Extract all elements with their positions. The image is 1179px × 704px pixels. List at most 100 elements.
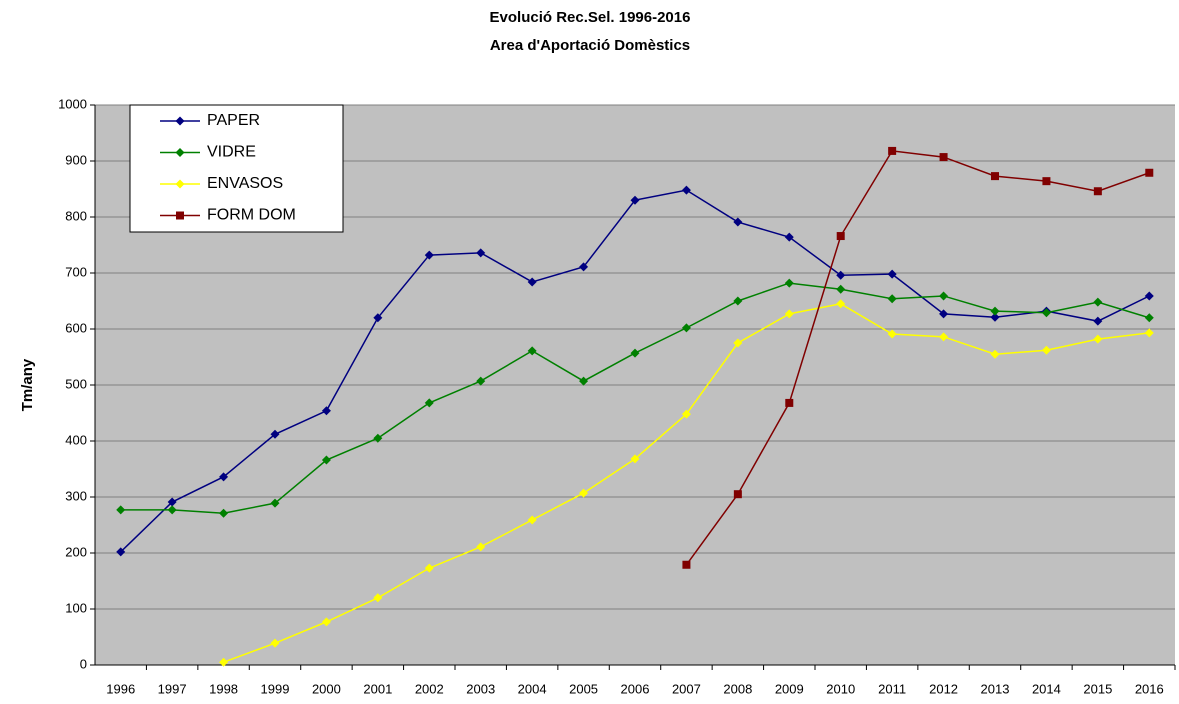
data-point (1093, 316, 1103, 326)
data-point (476, 542, 486, 552)
data-point (733, 217, 743, 227)
x-tick-label: 2011 (878, 681, 906, 696)
data-point (836, 299, 846, 309)
data-point (784, 232, 794, 242)
x-tick-label: 2009 (775, 681, 804, 696)
y-tick-label: 100 (65, 600, 87, 615)
data-point (733, 338, 743, 348)
data-point (785, 398, 794, 407)
data-point (939, 291, 949, 301)
x-tick-label: 2005 (569, 681, 598, 696)
legend-label: FORM DOM (207, 207, 296, 224)
x-tick-label: 2013 (981, 681, 1010, 696)
data-point (579, 262, 589, 272)
legend-label: PAPER (207, 112, 260, 129)
data-point (373, 433, 383, 443)
x-tick-label: 2015 (1083, 681, 1112, 696)
y-tick-label: 400 (65, 432, 87, 447)
x-tick-label: 2004 (518, 681, 547, 696)
data-point (321, 406, 331, 416)
data-point (887, 329, 897, 339)
data-point (270, 638, 280, 648)
y-tick-label: 500 (65, 376, 87, 391)
y-tick-label: 200 (65, 544, 87, 559)
legend-box (129, 104, 344, 233)
data-point (270, 498, 280, 508)
data-point (167, 497, 177, 507)
data-point (991, 172, 999, 181)
x-tick-label: 2014 (1032, 681, 1061, 696)
y-tick-label: 1000 (58, 96, 87, 111)
data-point (836, 284, 846, 294)
data-point (681, 323, 691, 333)
data-point (1093, 334, 1103, 344)
data-point (1042, 177, 1051, 186)
data-point (1041, 308, 1051, 318)
data-point (1144, 291, 1154, 301)
data-point (630, 348, 640, 358)
data-point (579, 376, 589, 386)
x-tick-label: 1997 (158, 681, 187, 696)
legend-marker (176, 211, 184, 220)
data-point (270, 429, 280, 439)
x-tick-label: 1999 (261, 681, 290, 696)
y-tick-label: 0 (80, 656, 87, 671)
data-point (682, 560, 691, 569)
data-point (630, 195, 640, 205)
data-point (527, 515, 537, 525)
data-point (116, 547, 126, 557)
data-point (733, 490, 742, 499)
data-point (424, 398, 434, 408)
data-point (1145, 168, 1154, 177)
y-axis-label: Tm/any (19, 358, 36, 411)
x-tick-label: 2001 (363, 681, 392, 696)
data-point (1041, 345, 1051, 355)
data-point (1093, 297, 1103, 307)
x-tick-label: 2010 (826, 681, 855, 696)
data-point (167, 505, 177, 515)
legend-label: ENVASOS (207, 175, 283, 192)
data-point (321, 617, 331, 627)
data-point (476, 376, 486, 386)
data-point (527, 277, 537, 287)
data-point (424, 563, 434, 573)
legend-marker (175, 116, 185, 126)
data-point (630, 454, 640, 464)
x-tick-label: 2002 (415, 681, 444, 696)
data-point (373, 313, 383, 323)
data-point (681, 409, 691, 419)
data-point (527, 346, 537, 356)
y-tick-label: 600 (65, 320, 87, 335)
chart-title: Evolució Rec.Sel. 1996-2016 (490, 9, 691, 26)
data-point (784, 278, 794, 288)
data-point (1093, 187, 1102, 196)
data-point (373, 593, 383, 603)
legend-marker (175, 148, 185, 157)
data-point (990, 306, 1000, 316)
legend-label: VIDRE (207, 144, 256, 161)
data-point (219, 508, 229, 518)
x-tick-label: 2007 (672, 681, 701, 696)
data-point (681, 185, 691, 195)
data-point (836, 270, 846, 280)
legend-marker (175, 179, 185, 189)
x-tick-label: 2000 (312, 681, 341, 696)
x-tick-label: 2016 (1135, 681, 1164, 696)
data-point (887, 269, 897, 279)
x-tick-label: 2003 (466, 681, 495, 696)
data-point (887, 294, 897, 304)
y-tick-label: 800 (65, 208, 87, 223)
data-point (939, 309, 949, 319)
data-point (784, 309, 794, 319)
data-point (579, 488, 589, 498)
data-point (321, 455, 331, 465)
data-point (424, 250, 434, 260)
y-tick-label: 700 (65, 264, 87, 279)
data-point (219, 472, 229, 482)
data-point (219, 657, 229, 667)
chart-subtitle: Area d'Aportació Domèstics (490, 37, 690, 54)
x-tick-label: 2008 (723, 681, 752, 696)
data-point (1144, 313, 1154, 323)
data-point (939, 153, 948, 162)
